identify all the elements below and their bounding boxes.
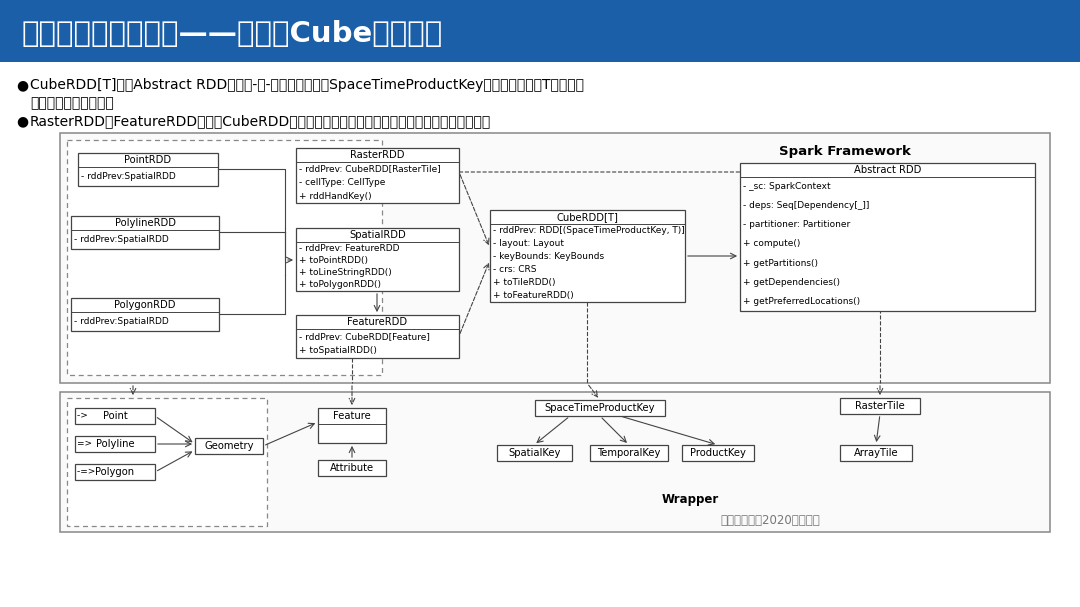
Text: 三、时空立方体设计——分布式Cube切片对象: 三、时空立方体设计——分布式Cube切片对象 — [22, 20, 443, 48]
Text: TemporalKey: TemporalKey — [597, 448, 661, 458]
Text: SpatialKey: SpatialKey — [509, 448, 561, 458]
Text: Point: Point — [103, 411, 127, 421]
Text: - _sc: SparkContext: - _sc: SparkContext — [743, 182, 831, 191]
Text: + toLineStringRDD(): + toLineStringRDD() — [299, 268, 392, 277]
Bar — [840, 398, 920, 414]
Text: + getPartitions(): + getPartitions() — [743, 259, 818, 268]
Bar — [740, 163, 1035, 311]
Text: + getDependencies(): + getDependencies() — [743, 278, 840, 287]
Bar — [296, 315, 459, 358]
Text: SpaceTimeProductKey: SpaceTimeProductKey — [544, 403, 656, 413]
Bar — [0, 62, 1080, 607]
Text: -=>: -=> — [77, 467, 102, 476]
Text: - partitioner: Partitioner: - partitioner: Partitioner — [743, 220, 850, 229]
Text: 中国测绘学会2020学术年会: 中国测绘学会2020学术年会 — [720, 514, 820, 526]
Text: Spark Framework: Spark Framework — [779, 146, 910, 158]
Text: - rddPrev: CubeRDD[Feature]: - rddPrev: CubeRDD[Feature] — [299, 332, 430, 341]
Text: - layout: Layout: - layout: Layout — [492, 239, 564, 248]
Text: Geometry: Geometry — [204, 441, 254, 451]
Bar — [0, 0, 1080, 62]
Text: + rddHandKey(): + rddHandKey() — [299, 192, 372, 201]
Text: - keyBounds: KeyBounds: - keyBounds: KeyBounds — [492, 252, 604, 261]
Text: ArrayTile: ArrayTile — [853, 448, 899, 458]
Bar — [71, 298, 219, 331]
Text: - rddPrev: FeatureRDD: - rddPrev: FeatureRDD — [299, 243, 400, 253]
Bar — [78, 153, 218, 186]
Bar — [67, 140, 382, 375]
Bar — [60, 133, 1050, 383]
Text: + toPointRDD(): + toPointRDD() — [299, 256, 368, 265]
Bar — [75, 464, 156, 480]
Bar — [318, 460, 386, 476]
Text: FeatureRDD: FeatureRDD — [348, 317, 407, 327]
Text: - cellType: CellType: - cellType: CellType — [299, 178, 386, 187]
Text: - rddPrev:SpatialRDD: - rddPrev:SpatialRDD — [75, 235, 168, 244]
Bar — [490, 210, 685, 302]
Text: Feature: Feature — [333, 411, 370, 421]
Text: - crs: CRS: - crs: CRS — [492, 265, 537, 274]
Text: - rddPrev:SpatialRDD: - rddPrev:SpatialRDD — [75, 317, 168, 326]
Text: + getPreferredLocations(): + getPreferredLocations() — [743, 297, 860, 306]
Text: SpatialRDD: SpatialRDD — [349, 230, 406, 240]
Bar — [71, 216, 219, 249]
Text: Polyline: Polyline — [96, 439, 134, 449]
Text: RasterTile: RasterTile — [855, 401, 905, 411]
Bar — [681, 445, 754, 461]
Text: - rddPrev: RDD[(SpaceTimeProductKey, T)]: - rddPrev: RDD[(SpaceTimeProductKey, T)] — [492, 226, 685, 235]
Bar — [318, 408, 386, 443]
Bar — [840, 445, 912, 461]
Text: Wrapper: Wrapper — [661, 493, 718, 506]
Text: + toFeatureRDD(): + toFeatureRDD() — [492, 291, 573, 300]
Text: ProductKey: ProductKey — [690, 448, 746, 458]
Bar — [195, 438, 264, 454]
Bar — [590, 445, 669, 461]
Text: PolygonRDD: PolygonRDD — [114, 300, 176, 310]
Bar — [296, 228, 459, 291]
Text: Abstract RDD: Abstract RDD — [854, 165, 921, 175]
Text: + toTileRDD(): + toTileRDD() — [492, 278, 555, 287]
Text: 满足多源数据集成需求: 满足多源数据集成需求 — [30, 96, 113, 110]
Text: PolylineRDD: PolylineRDD — [114, 218, 175, 228]
Text: ●: ● — [16, 78, 28, 92]
Text: RasterRDD: RasterRDD — [350, 150, 405, 160]
Text: RasterRDD和FeatureRDD分别由CubeRDD转换，代表分布式内存栅格对象和分布式内存要素对象: RasterRDD和FeatureRDD分别由CubeRDD转换，代表分布式内存… — [30, 114, 491, 128]
Text: - rddPrev: CubeRDD[RasterTile]: - rddPrev: CubeRDD[RasterTile] — [299, 164, 441, 174]
Text: + compute(): + compute() — [743, 240, 800, 248]
Text: CubeRDD[T]: CubeRDD[T] — [556, 212, 619, 222]
Text: Attribute: Attribute — [329, 463, 374, 473]
Text: - deps: Seq[Dependency[_]]: - deps: Seq[Dependency[_]] — [743, 201, 869, 210]
Text: + toPolygonRDD(): + toPolygonRDD() — [299, 280, 381, 290]
Bar — [296, 148, 459, 203]
Bar — [60, 392, 1050, 532]
Text: PointRDD: PointRDD — [124, 155, 172, 165]
Text: - rddPrev:SpatialRDD: - rddPrev:SpatialRDD — [81, 172, 176, 181]
Bar — [535, 400, 665, 416]
Bar — [75, 436, 156, 452]
Text: CubeRDD[T]继承Abstract RDD，以时-空-产品信息作为键SpaceTimeProductKey，接受泛型对象T作为值，: CubeRDD[T]继承Abstract RDD，以时-空-产品信息作为键Spa… — [30, 78, 584, 92]
Text: ●: ● — [16, 114, 28, 128]
Bar — [497, 445, 572, 461]
Bar — [67, 398, 267, 526]
Text: ->: -> — [77, 412, 94, 421]
Text: Polygon: Polygon — [95, 467, 135, 477]
Text: + toSpatialRDD(): + toSpatialRDD() — [299, 346, 377, 355]
Text: =>: => — [77, 439, 98, 449]
Bar — [75, 408, 156, 424]
